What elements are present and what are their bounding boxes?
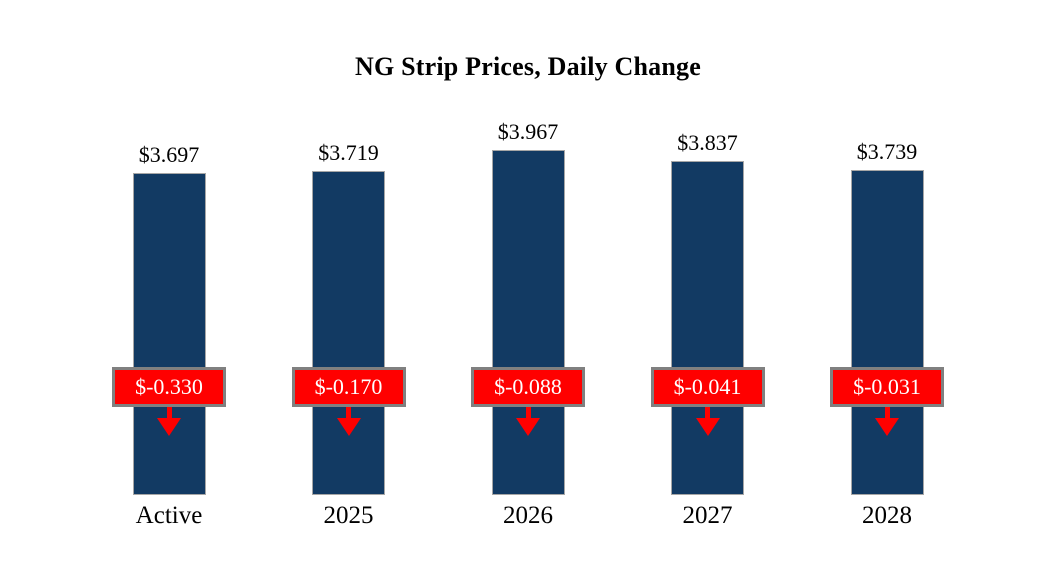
bar-value-label: $3.837	[677, 130, 738, 155]
bar	[132, 173, 206, 495]
category-label: 2025	[323, 502, 374, 529]
down-arrow-icon	[346, 407, 351, 418]
category-label: 2026	[503, 502, 553, 529]
category-label: Active	[135, 502, 203, 529]
bar	[850, 170, 924, 495]
bar-value-label: $3.719	[318, 140, 379, 165]
down-arrow-icon	[695, 418, 720, 436]
bar-value-label: $3.739	[856, 139, 918, 164]
category-label: 2028	[862, 502, 912, 529]
bar	[491, 150, 565, 495]
chart-title: NG Strip Prices, Daily Change	[355, 52, 701, 81]
bar-value-label: $3.697	[138, 142, 200, 167]
down-arrow-icon	[525, 407, 531, 418]
change-badge: $-0.330	[112, 367, 226, 407]
down-arrow-icon	[157, 418, 181, 436]
bar	[671, 161, 744, 495]
bar	[312, 171, 385, 495]
category-label: 2027	[682, 502, 733, 529]
down-arrow-icon	[516, 418, 540, 436]
change-badge: $-0.170	[291, 367, 406, 407]
change-badge: $-0.088	[471, 367, 585, 407]
down-arrow-icon	[705, 407, 710, 418]
down-arrow-icon	[166, 407, 172, 418]
down-arrow-icon	[884, 407, 890, 418]
down-arrow-icon	[875, 418, 899, 436]
down-arrow-icon	[336, 418, 361, 436]
change-badge: $-0.041	[650, 367, 765, 407]
bar-value-label: $3.967	[497, 119, 559, 144]
change-badge: $-0.031	[830, 367, 944, 407]
